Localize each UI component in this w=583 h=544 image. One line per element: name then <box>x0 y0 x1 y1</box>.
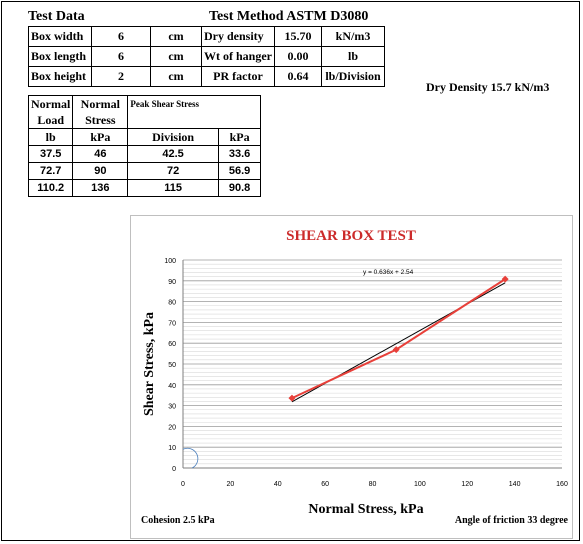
table-row: Box height 2 cm PR factor 0.64 lb/Divisi… <box>28 66 385 87</box>
y-tick-label: 60 <box>168 341 176 348</box>
param-unit: lb/Division <box>321 66 385 87</box>
data-cell: 115 <box>127 179 219 197</box>
origin-arc <box>182 447 199 469</box>
data-cell: 110.2 <box>27 179 74 197</box>
col-header: Normal <box>27 95 74 112</box>
test-data-heading: Test Data <box>28 9 85 24</box>
y-tick-label: 30 <box>168 404 176 411</box>
param-value: 6 <box>91 46 151 67</box>
param-unit: kN/m3 <box>321 26 385 47</box>
x-tick-label: 140 <box>509 481 521 488</box>
table-row: 110.2 136 115 90.8 <box>27 179 262 197</box>
unit-cell: Division <box>127 128 219 146</box>
chart-title: SHEAR BOX TEST <box>286 228 416 244</box>
param-value: 15.70 <box>274 26 322 47</box>
y-tick-label: 40 <box>168 383 176 390</box>
x-tick-label: 40 <box>274 481 282 488</box>
data-cell: 46 <box>72 145 129 163</box>
y-axis-title: Shear Stress, kPa <box>142 312 157 416</box>
y-tick-label: 10 <box>168 445 176 452</box>
param-unit: cm <box>150 26 202 47</box>
data-cell: 90 <box>72 162 129 180</box>
param-label: Dry density <box>201 26 275 47</box>
data-point <box>288 394 296 402</box>
col-header: Load <box>27 112 74 129</box>
x-tick-label: 100 <box>414 481 426 488</box>
param-unit: lb <box>321 46 385 67</box>
data-point <box>392 346 400 354</box>
data-cell: 72 <box>127 162 219 180</box>
data-cell: 90.8 <box>217 179 262 197</box>
y-tick-label: 20 <box>168 424 176 431</box>
table-row: 37.5 46 42.5 33.6 <box>27 145 262 163</box>
x-tick-label: 20 <box>226 481 234 488</box>
table-row: Load Stress <box>27 112 262 129</box>
unit-cell: lb <box>27 128 74 146</box>
col-header: Peak Shear Stress <box>127 95 262 112</box>
y-tick-label: 70 <box>168 320 176 327</box>
test-method-heading: Test Method ASTM D3080 <box>209 9 369 24</box>
data-point <box>501 275 509 283</box>
y-tick-label: 90 <box>168 279 176 286</box>
unit-cell: kPa <box>72 128 129 146</box>
parameters-table: Box width 6 cm Dry density 15.70 kN/m3 B… <box>28 26 385 87</box>
param-value: 6 <box>91 26 151 47</box>
param-unit: cm <box>150 46 202 67</box>
y-tick-label: 0 <box>172 466 176 473</box>
param-label: Wt of hanger <box>201 46 275 67</box>
table-row: Box length 6 cm Wt of hanger 0.00 lb <box>28 46 385 67</box>
shear-box-chart: 0 10 20 30 40 50 60 70 80 90 100 0 20 40 60 80 100 120 140… <box>141 228 569 526</box>
x-axis-title: Normal Stress, kPa <box>308 502 423 517</box>
param-label: Box width <box>28 26 92 47</box>
dry-density-note: Dry Density 15.7 kN/m3 <box>426 80 550 94</box>
table-row: Box width 6 cm Dry density 15.70 kN/m3 <box>28 26 385 47</box>
friction-annotation: Angle of friction 33 degree <box>455 515 569 526</box>
table-row: 72.7 90 72 56.9 <box>27 162 262 180</box>
param-label: PR factor <box>201 66 275 87</box>
y-tick-label: 100 <box>164 258 176 265</box>
trendline-equation: y = 0.636x + 2.54 <box>363 269 414 276</box>
cohesion-annotation: Cohesion 2.5 kPa <box>141 515 215 526</box>
results-table: Normal Normal Peak Shear Stress Load Str… <box>27 95 262 197</box>
x-tick-label: 80 <box>369 481 377 488</box>
chart-area: 0 10 20 30 40 50 60 70 80 90 100 0 20 40 60 80 100 120 140… <box>130 215 573 539</box>
param-label: Box length <box>28 46 92 67</box>
data-cell: 37.5 <box>27 145 74 163</box>
param-value: 2 <box>91 66 151 87</box>
param-label: Box height <box>28 66 92 87</box>
data-cell: 56.9 <box>217 162 262 180</box>
y-tick-label: 50 <box>168 362 176 369</box>
param-value: 0.00 <box>274 46 322 67</box>
x-tick-label: 60 <box>321 481 329 488</box>
header-spacer <box>218 112 262 129</box>
unit-cell: kPa <box>217 128 262 146</box>
col-header: Stress <box>72 112 129 129</box>
data-cell: 42.5 <box>127 145 219 163</box>
data-cell: 72.7 <box>27 162 74 180</box>
header-spacer <box>127 112 219 129</box>
col-header: Normal <box>72 95 129 112</box>
table-row: Normal Normal Peak Shear Stress <box>27 95 262 112</box>
x-tick-label: 120 <box>461 481 473 488</box>
data-cell: 33.6 <box>217 145 262 163</box>
x-tick-label: 0 <box>181 481 185 488</box>
table-row: lb kPa Division kPa <box>27 128 262 146</box>
data-cell: 136 <box>72 179 129 197</box>
y-tick-label: 80 <box>168 300 176 307</box>
param-value: 0.64 <box>274 66 322 87</box>
x-tick-label: 160 <box>556 481 568 488</box>
data-series-line <box>291 278 506 400</box>
param-unit: cm <box>150 66 202 87</box>
